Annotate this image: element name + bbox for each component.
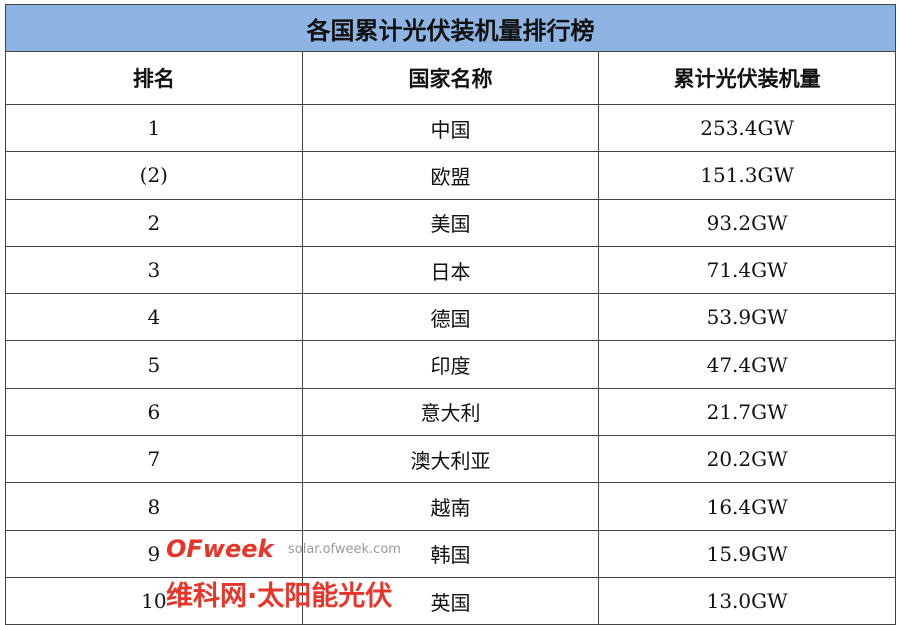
watermark-name: 维科网·太阳能光伏 xyxy=(166,581,393,612)
header-capacity: 累计光伏装机量 xyxy=(598,51,896,105)
watermark-url: solar.ofweek.com xyxy=(288,542,401,557)
table-row: 2 美国 93.2GW xyxy=(5,198,896,247)
watermark: OFweek solar.ofweek.com 维科网·太阳能光伏 xyxy=(166,534,420,620)
capacity-cell: 53.9GW xyxy=(598,293,896,342)
ranking-table: 各国累计光伏装机量排行榜 排名 国家名称 累计光伏装机量 1 中国 253.4GW(… xyxy=(5,4,896,625)
capacity-cell: 253.4GW xyxy=(598,103,896,153)
rank-cell: 2 xyxy=(5,198,303,247)
country-cell: 美国 xyxy=(301,198,600,247)
country-cell: 中国 xyxy=(301,103,600,153)
capacity-cell: 151.3GW xyxy=(598,151,896,200)
country-cell: 澳大利亚 xyxy=(301,435,600,484)
header-rank: 排名 xyxy=(5,51,303,105)
country-cell: 越南 xyxy=(301,482,600,531)
capacity-cell: 21.7GW xyxy=(598,387,896,437)
capacity-cell: 93.2GW xyxy=(598,198,896,247)
rank-cell: (2) xyxy=(5,151,303,200)
country-cell: 日本 xyxy=(301,245,600,295)
country-cell: 欧盟 xyxy=(301,151,600,200)
table-row: 3 日本 71.4GW xyxy=(5,245,896,295)
country-cell: 德国 xyxy=(301,293,600,342)
table-row: 5 印度 47.4GW xyxy=(5,340,896,389)
rank-cell: 5 xyxy=(5,340,303,389)
table-row: 4 德国 53.9GW xyxy=(5,293,896,342)
table-row: 8 越南 16.4GW xyxy=(5,482,896,531)
country-cell: 韩国 xyxy=(301,529,600,578)
table-row: 6 意大利 21.7GW xyxy=(5,387,896,437)
capacity-cell: 47.4GW xyxy=(598,340,896,389)
rank-cell: 1 xyxy=(5,103,303,153)
rank-cell: 4 xyxy=(5,293,303,342)
rank-cell: 9 xyxy=(5,529,303,578)
capacity-cell: 15.9GW xyxy=(598,529,896,578)
header-country: 国家名称 xyxy=(301,51,600,105)
capacity-cell: 13.0GW xyxy=(598,576,896,625)
capacity-cell: 71.4GW xyxy=(598,245,896,295)
country-cell: 意大利 xyxy=(301,387,600,437)
table-row: (2) 欧盟 151.3GW xyxy=(5,151,896,200)
country-cell: 印度 xyxy=(301,340,600,389)
capacity-cell: 20.2GW xyxy=(598,435,896,484)
capacity-cell: 16.4GW xyxy=(598,482,896,531)
table-row: 10 英国 13.0GW xyxy=(5,576,896,625)
watermark-logo: OFweek xyxy=(166,535,274,563)
table-row: 1 中国 253.4GW xyxy=(5,103,896,153)
rank-cell: 6 xyxy=(5,387,303,437)
rank-cell: 3 xyxy=(5,245,303,295)
rank-cell: 8 xyxy=(5,482,303,531)
table-row: 9 韩国 15.9GW xyxy=(5,529,896,578)
table-title: 各国累计光伏装机量排行榜 xyxy=(5,4,896,52)
table-row: 7 澳大利亚 20.2GW xyxy=(5,435,896,484)
rank-cell: 7 xyxy=(5,435,303,484)
